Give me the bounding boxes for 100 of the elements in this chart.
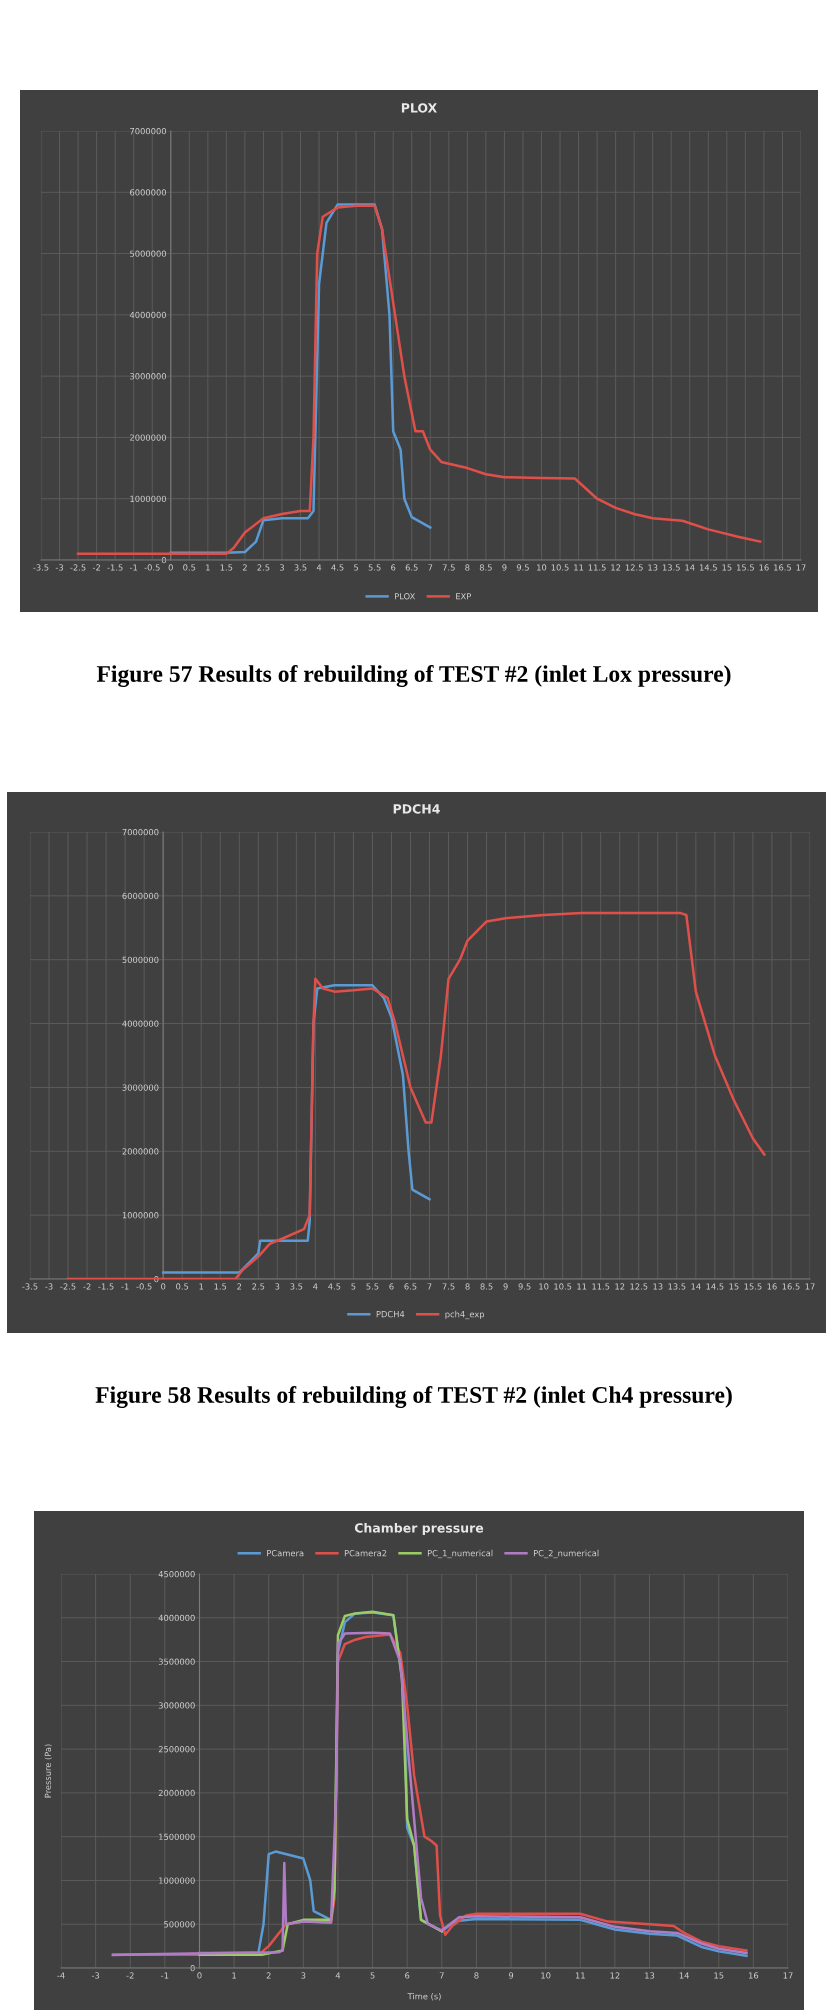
x-tick-label: 7.5 [442,564,455,571]
x-tick-label: 13 [653,1283,663,1290]
x-tick-label: 7 [439,1972,444,1979]
legend-label: PC_1_numerical [427,1549,493,1559]
chart-title: Chamber pressure [354,1522,484,1536]
y-tick-label: 1500000 [159,1833,195,1840]
x-tick-label: 16 [748,1972,759,1979]
legend-label: EXP [456,593,472,600]
legend-label: PDCH4 [376,1311,405,1318]
caption: Figure 58 Results of rebuilding of TEST #2 (inlet Ch4 pressure) [95,1386,732,1408]
y-tick-label: 0 [161,556,167,564]
caption: Figure 57 Results of rebuilding of TEST #2 (inlet Lox pressure) [96,665,731,687]
x-tick-label: 16.5 [774,564,792,571]
x-tick-label: 12.5 [630,1283,648,1290]
x-tick-label: 1.5 [220,564,233,571]
y-tick-label: 1000000 [159,1877,195,1884]
x-tick-label: 13.5 [668,1283,686,1290]
x-tick-label: 17 [796,564,806,571]
x-tick-label: 6 [389,1283,394,1290]
x-tick-label: 2 [266,1972,271,1979]
x-tick-label: 9 [508,1972,514,1979]
x-tick-label: 9.5 [516,564,529,571]
x-tick-label: -1.5 [98,1283,114,1290]
x-tick-label: -3 [91,1972,100,1979]
y-tick-label: 3000000 [130,373,167,380]
y-tick-label: 3000000 [122,1084,159,1091]
x-tick-label: 12 [615,1283,625,1290]
x-tick-label: 10 [541,1972,551,1979]
x-axis-title: Time (s) [407,1992,441,2001]
y-tick-label: 7000000 [130,127,167,135]
x-tick-label: 3 [279,564,284,571]
x-tick-label: 14.5 [699,564,717,571]
x-tick-label: 6 [391,564,396,571]
x-tick-label: 9 [503,1283,508,1290]
x-tick-label: -3.5 [22,1283,38,1290]
x-tick-label: 0 [168,564,173,571]
y-tick-label: 6000000 [130,189,167,196]
x-tick-label: -2.5 [60,1283,76,1290]
legend-label: PLOX [395,593,416,600]
x-tick-label: 3.5 [290,1283,303,1290]
x-tick-label: 12.5 [625,564,643,571]
x-tick-label: 8 [474,1972,479,1979]
x-tick-label: -2 [92,564,100,571]
x-tick-label: 0.5 [176,1283,189,1290]
x-tick-label: 10 [537,564,547,571]
x-tick-label: 17 [783,1972,793,1979]
x-tick-label: 15 [722,564,732,571]
x-tick-label: 11.5 [588,564,606,571]
x-tick-label: 1 [199,1283,204,1290]
x-tick-label: -1.5 [107,564,123,571]
x-tick-label: 4.5 [328,1283,341,1290]
x-tick-label: 8.5 [479,564,492,571]
x-tick-label: 14 [679,1972,689,1979]
x-tick-label: 10.5 [554,1283,572,1290]
x-tick-label: 10.5 [551,564,569,571]
y-tick-label: 1000000 [130,495,167,502]
x-tick-label: 1 [232,1972,236,1979]
x-tick-label: 0.5 [183,564,196,571]
x-tick-label: 8 [465,1283,470,1290]
x-tick-label: 14 [685,564,695,571]
x-tick-label: 0 [197,1972,202,1979]
x-tick-label: 4 [335,1972,341,1979]
x-tick-label: 16 [767,1283,777,1290]
x-tick-label: 11 [577,1283,587,1290]
y-axis-title: Pressure (Pa) [44,1744,52,1798]
x-tick-label: -3 [55,564,64,571]
x-tick-label: 16 [759,564,769,571]
y-tick-label: 1000000 [122,1212,159,1219]
y-tick-label: 3000000 [158,1702,195,1709]
x-tick-label: 13.5 [662,564,680,571]
x-tick-label: 17 [805,1283,815,1290]
x-tick-label: 1.5 [214,1283,227,1290]
y-tick-label: 4000000 [158,1614,195,1622]
x-tick-label: 13 [645,1972,655,1979]
y-tick-label: 3500000 [158,1658,195,1665]
x-tick-label: 5 [351,1283,356,1290]
y-tick-label: 0 [190,1964,195,1972]
y-tick-label: 7000000 [122,828,159,836]
x-tick-label: 5.5 [368,564,381,571]
y-tick-label: 4500000 [158,1570,195,1578]
x-tick-label: 15 [714,1972,724,1979]
x-tick-label: -0.5 [144,564,160,571]
x-tick-label: -2 [126,1972,134,1979]
x-tick-label: 7 [427,1283,432,1290]
x-tick-label: 5.5 [366,1283,379,1290]
x-tick-label: 4 [313,1283,318,1290]
x-tick-label: 13 [648,564,658,571]
y-tick-label: 2500000 [158,1746,195,1753]
x-tick-label: -1 [129,564,138,571]
x-tick-label: 15.5 [737,564,754,571]
x-tick-label: -2 [83,1283,91,1290]
x-tick-label: 11.5 [592,1283,610,1290]
x-tick-label: 12 [611,564,621,571]
x-tick-label: 1 [206,564,210,571]
legend-label: pch4_exp [445,1310,485,1320]
y-tick-label: 6000000 [122,892,159,900]
x-tick-label: 2 [237,1283,242,1290]
x-tick-label: 11 [575,1972,585,1979]
x-tick-label: 14.5 [706,1283,724,1290]
y-tick-label: 2000000 [130,434,167,441]
